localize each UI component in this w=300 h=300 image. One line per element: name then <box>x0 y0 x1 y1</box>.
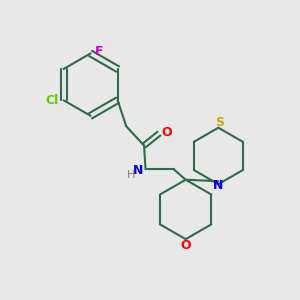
Text: Cl: Cl <box>46 94 59 107</box>
Text: N: N <box>213 179 224 192</box>
Text: H: H <box>127 170 135 180</box>
Text: O: O <box>180 238 191 252</box>
Text: S: S <box>215 116 224 129</box>
Text: O: O <box>161 126 172 139</box>
Text: F: F <box>95 44 103 58</box>
Text: N: N <box>133 164 143 177</box>
